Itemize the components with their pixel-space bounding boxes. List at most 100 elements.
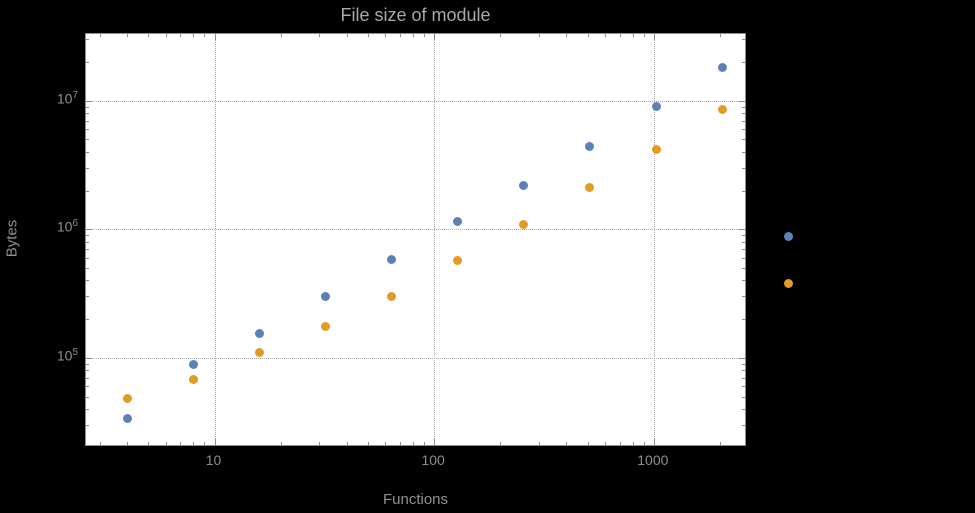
data-point-series-1 <box>320 291 330 301</box>
y-tick-mirror <box>742 106 745 108</box>
data-point-series-1 <box>717 63 727 73</box>
x-tick <box>412 442 414 445</box>
y-tick <box>86 235 89 237</box>
y-tick <box>86 257 89 259</box>
y-tick <box>86 363 89 365</box>
y-tick-mirror <box>742 113 745 115</box>
y-tick <box>86 229 92 231</box>
data-point-series-1 <box>254 328 264 338</box>
x-tick-mirror <box>165 34 167 37</box>
x-tick-mirror <box>319 34 321 37</box>
data-point-series-2 <box>651 144 661 154</box>
y-tick-label: 106 <box>56 218 78 235</box>
x-gridline <box>434 34 436 445</box>
y-tick <box>86 425 89 427</box>
y-tick <box>86 120 89 122</box>
x-tick <box>653 439 655 445</box>
x-tick <box>719 442 721 445</box>
x-tick-mirror <box>385 34 387 37</box>
x-tick-mirror <box>412 34 414 37</box>
y-tick-mirror <box>742 167 745 169</box>
y-tick-label: 105 <box>56 346 78 364</box>
y-tick <box>86 357 92 359</box>
y-tick <box>86 319 89 321</box>
y-tick <box>86 386 89 388</box>
data-point-series-2 <box>122 394 132 404</box>
y-tick-mirror <box>742 267 745 269</box>
y-tick <box>86 139 89 141</box>
x-tick-mirror <box>643 34 645 37</box>
y-tick <box>86 241 89 243</box>
y-tick-mirror <box>742 120 745 122</box>
y-tick <box>86 280 89 282</box>
x-tick-mirror <box>368 34 370 37</box>
x-tick <box>280 442 282 445</box>
y-tick-mirror <box>742 363 745 365</box>
x-gridline <box>214 34 216 445</box>
x-gridline <box>653 34 655 445</box>
x-tick-mirror <box>127 34 129 37</box>
data-point-series-2 <box>585 183 595 193</box>
y-tick-mirror <box>742 151 745 153</box>
x-tick-mirror <box>719 34 721 37</box>
x-tick-mirror <box>204 34 206 37</box>
data-point-series-2 <box>387 291 397 301</box>
data-point-series-1 <box>519 180 529 190</box>
y-tick <box>86 100 92 102</box>
x-tick <box>643 442 645 445</box>
y-tick-mirror <box>742 235 745 237</box>
x-tick <box>165 442 167 445</box>
y-gridline <box>86 357 745 359</box>
x-tick <box>424 442 426 445</box>
x-tick-mirror <box>99 34 101 37</box>
x-tick <box>385 442 387 445</box>
y-tick <box>86 190 89 192</box>
y-tick-mirror <box>742 139 745 141</box>
y-tick-mirror <box>742 296 745 298</box>
x-tick <box>538 442 540 445</box>
data-point-series-2 <box>188 374 198 384</box>
x-tick-label: 100 <box>421 452 445 468</box>
x-tick-mirror <box>400 34 402 37</box>
y-tick-mirror <box>742 319 745 321</box>
x-tick <box>346 442 348 445</box>
x-tick-mirror <box>214 34 216 40</box>
data-point-series-2 <box>453 256 463 266</box>
y-tick-mirror <box>739 357 745 359</box>
x-tick <box>148 442 150 445</box>
y-tick <box>86 151 89 153</box>
x-tick <box>619 442 621 445</box>
x-tick <box>632 442 634 445</box>
data-point-series-1 <box>122 413 132 423</box>
y-tick-mirror <box>739 100 745 102</box>
data-point-series-1 <box>651 102 661 112</box>
x-tick-mirror <box>653 34 655 40</box>
y-tick-mirror <box>742 377 745 379</box>
x-tick <box>180 442 182 445</box>
y-gridline <box>86 229 745 231</box>
chart-title: File size of module <box>340 5 491 25</box>
x-tick-mirror <box>632 34 634 37</box>
y-tick-mirror <box>739 229 745 231</box>
data-point-series-2 <box>783 278 793 288</box>
y-tick <box>86 249 89 251</box>
x-tick-label: 10 <box>205 452 222 468</box>
y-tick-mirror <box>742 409 745 411</box>
x-tick <box>566 442 568 445</box>
y-tick-mirror <box>742 370 745 372</box>
y-tick <box>86 396 89 398</box>
x-tick-mirror <box>193 34 195 37</box>
x-tick <box>500 442 502 445</box>
x-tick-mirror <box>434 34 436 40</box>
x-tick-mirror <box>538 34 540 37</box>
y-tick <box>86 61 89 63</box>
x-tick-mirror <box>280 34 282 37</box>
y-tick <box>86 370 89 372</box>
x-tick-mirror <box>500 34 502 37</box>
x-tick <box>368 442 370 445</box>
x-axis-label: Functions <box>382 491 449 508</box>
y-tick-mirror <box>742 129 745 131</box>
data-point-series-2 <box>519 220 529 230</box>
y-tick <box>86 113 89 115</box>
